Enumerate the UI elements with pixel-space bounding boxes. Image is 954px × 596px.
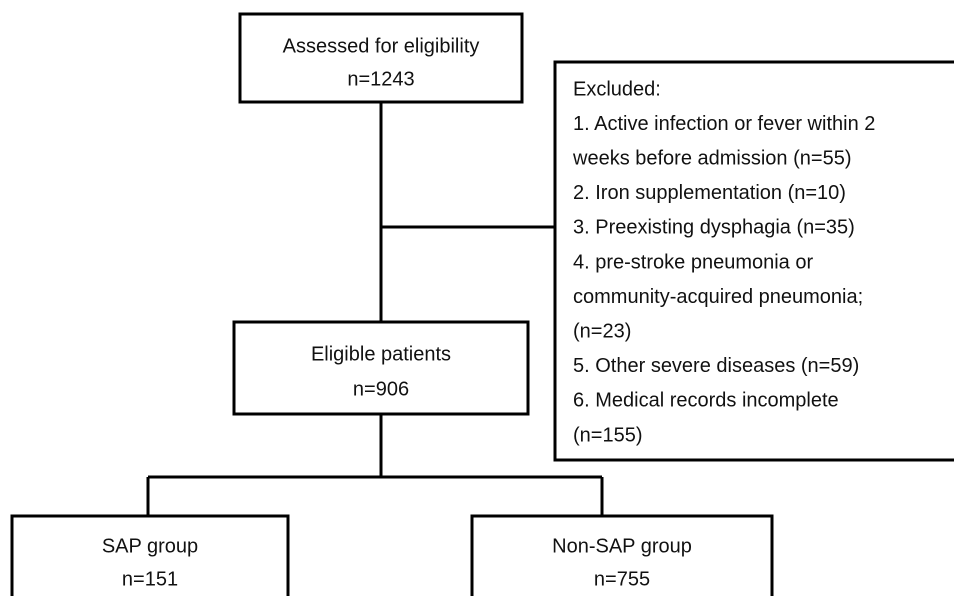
connector: [146, 102, 604, 516]
node-text: weeks before admission (n=55): [572, 147, 851, 169]
node-text: 1. Active infection or fever within 2: [573, 113, 875, 135]
box-excluded: [553, 60, 954, 462]
node-text: community-acquired pneumonia;: [573, 286, 863, 308]
node-text: Excluded:: [573, 78, 661, 100]
box-eligible: [232, 320, 530, 416]
node-text: Assessed for eligibility: [283, 35, 480, 57]
labels: Assessed for eligibility n=1243 Excluded: 1…: [102, 35, 876, 590]
box-non-sap: [470, 514, 774, 596]
node-text: n=906: [353, 378, 409, 400]
node-text: n=755: [594, 568, 650, 590]
node-text: (n=155): [573, 424, 643, 446]
node-text: SAP group: [102, 535, 198, 557]
node-text: 2. Iron supplementation (n=10): [573, 182, 846, 204]
node-text: 5. Other severe diseases (n=59): [573, 355, 859, 377]
node-text: 3. Preexisting dysphagia (n=35): [573, 217, 855, 239]
box-sap: [10, 514, 290, 596]
node-text: (n=23): [573, 320, 631, 342]
node-text: n=1243: [347, 68, 414, 90]
node-text: Non-SAP group: [552, 535, 692, 557]
node-text: Eligible patients: [311, 343, 451, 365]
node-text: n=151: [122, 568, 178, 590]
node-text: 4. pre-stroke pneumonia or: [573, 251, 813, 273]
box-assessed: [238, 12, 524, 104]
node-text: 6. Medical records incomplete: [573, 390, 839, 412]
